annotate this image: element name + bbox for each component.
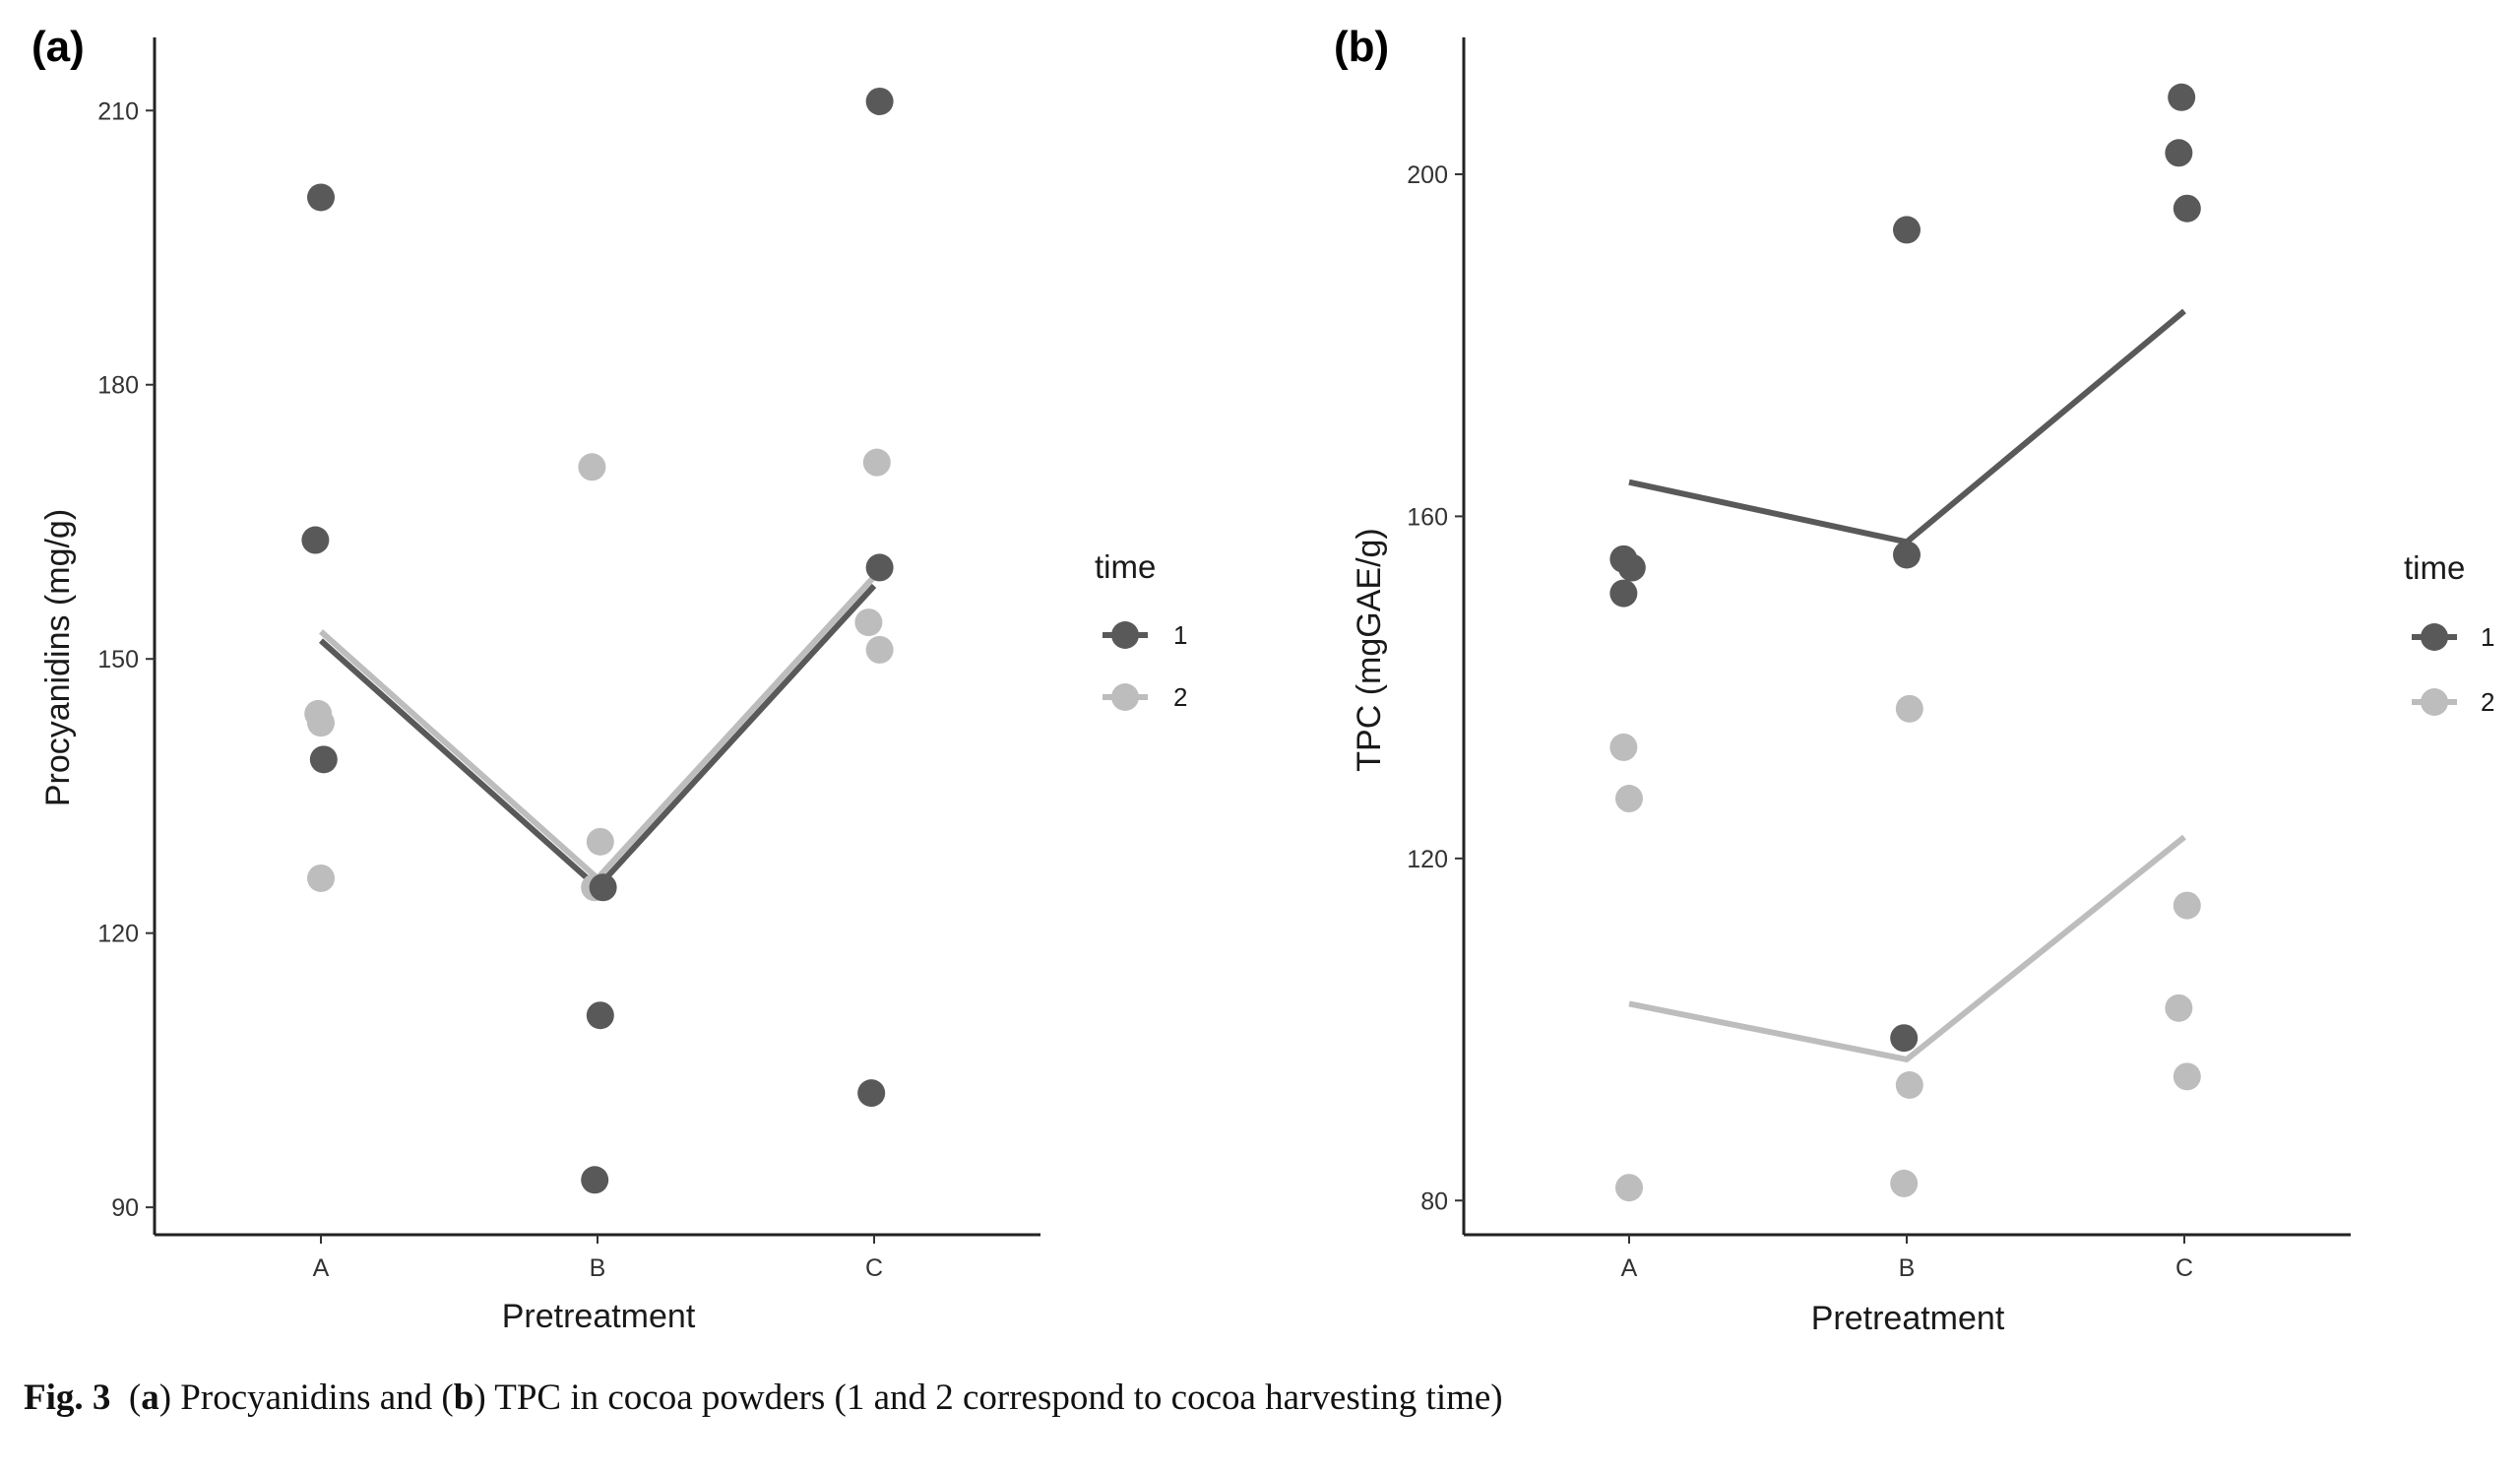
panel-b-point-time-2 — [1615, 1174, 1643, 1202]
panel-a-x-tick-label: C — [865, 1254, 883, 1282]
panel-a-y-axis-title: Procyanidins (mg/g) — [39, 509, 77, 806]
panel-b-legend-key-1-dot — [2421, 623, 2448, 651]
panel-b-points — [1609, 83, 2201, 1202]
panel-b-x-axis-title: Pretreatment — [1811, 1300, 2005, 1337]
panel-a-point-time-2 — [578, 453, 606, 481]
panel-b-mean-line-time-2 — [1628, 834, 2186, 1062]
panel-b-point-time-2 — [2173, 1062, 2201, 1091]
panel-a-point-time-1 — [589, 873, 617, 902]
panel-b-x-tick-label: B — [1899, 1254, 1916, 1282]
panel-b-point-time-2 — [1895, 694, 1923, 723]
panel-a-legend-key-1-dot — [1111, 621, 1139, 649]
panel-a-point-time-2 — [307, 864, 335, 892]
panel-a-y-tick-label: 180 — [97, 372, 139, 400]
panel-b-x-tick-label: A — [1621, 1254, 1638, 1282]
panel-a-point-time-1 — [857, 1079, 886, 1108]
panel-b-point-time-1 — [2165, 139, 2193, 167]
panel-b-y-tick-label: 80 — [1420, 1187, 1448, 1215]
panel-a-legend: time 1 2 — [1095, 548, 1187, 712]
panel-b: (b) TPC (mgGAE/g) Pretreatment 80 120 160 2… — [1334, 23, 2494, 1337]
panel-b-legend-key-2-dot — [2421, 688, 2448, 716]
panel-a-point-time-2 — [862, 448, 891, 477]
panel-a-axes: 90 120 150 180 210 A B C — [97, 37, 1040, 1282]
panel-b-point-time-1 — [1609, 579, 1638, 608]
panel-a-y-tick-label: 150 — [97, 646, 139, 673]
figure-caption: Fig. 3 (a) Procyanidins and (b) TPC in c… — [24, 1377, 2485, 1419]
panel-a-points — [301, 87, 894, 1194]
panel-a-x-tick-label: A — [313, 1254, 330, 1282]
panel-b-legend: time 1 2 — [2404, 549, 2494, 717]
panel-b-y-tick-label: 160 — [1407, 503, 1448, 531]
panel-a-point-time-1 — [586, 1001, 614, 1030]
panel-b-x-tick-label: C — [2175, 1254, 2193, 1282]
panel-a-legend-label-2: 2 — [1173, 682, 1187, 712]
caption-part-2: ) Procyanidins and ( — [158, 1378, 454, 1418]
panel-a-point-time-2 — [865, 635, 894, 664]
panel-b-point-time-2 — [2173, 891, 2201, 920]
panel-b-y-tick-label: 120 — [1407, 846, 1448, 873]
panel-a-point-time-1 — [865, 87, 894, 115]
panel-b-point-time-2 — [1609, 733, 1638, 761]
figure: (a) Procyanidins (mg/g) Pretreatment 90 1… — [32, 23, 2494, 1337]
panel-a-y-tick-label: 90 — [111, 1194, 139, 1222]
panel-a-point-time-1 — [307, 183, 335, 212]
panel-b-point-time-1 — [1890, 1024, 1919, 1053]
panel-a-legend-label-1: 1 — [1173, 620, 1187, 650]
panel-b-y-axis-title: TPC (mgGAE/g) — [1351, 528, 1388, 771]
panel-b-legend-label-1: 1 — [2481, 622, 2494, 652]
panel-a-y-tick-label: 120 — [97, 921, 139, 948]
panel-b-point-time-2 — [2165, 993, 2193, 1022]
panel-b-point-time-1 — [1893, 216, 1921, 244]
panel-b-legend-label-2: 2 — [2481, 687, 2494, 717]
panel-b-point-time-1 — [2173, 194, 2201, 223]
panel-b-y-tick-label: 200 — [1407, 161, 1448, 189]
panel-a-label: (a) — [32, 23, 85, 71]
panel-a-legend-key-2-dot — [1111, 683, 1139, 711]
panel-a-legend-title: time — [1095, 548, 1156, 585]
panel-a-point-time-1 — [301, 526, 330, 554]
caption-bold-b: b — [453, 1378, 474, 1418]
caption-part-1: ( — [128, 1378, 142, 1418]
panel-b-point-time-2 — [1895, 1071, 1923, 1099]
panel-a-x-axis-title: Pretreatment — [502, 1298, 696, 1335]
panel-a: (a) Procyanidins (mg/g) Pretreatment 90 1… — [32, 23, 1187, 1335]
panel-b-point-time-1 — [1617, 553, 1646, 582]
panel-b-point-time-1 — [2168, 83, 2196, 111]
panel-b-axes: 80 120 160 200 A B C — [1407, 37, 2351, 1282]
panel-b-legend-title: time — [2404, 549, 2465, 586]
panel-b-point-time-2 — [1615, 785, 1643, 813]
panel-a-x-tick-label: B — [590, 1254, 606, 1282]
caption-bold-a: a — [141, 1378, 159, 1418]
panel-a-point-time-2 — [854, 609, 883, 637]
panel-b-mean-line-time-1 — [1628, 308, 2186, 545]
panel-a-point-time-1 — [309, 745, 338, 774]
panel-b-point-time-1 — [1893, 541, 1921, 569]
panel-a-point-time-2 — [586, 827, 614, 856]
panel-a-y-tick-label: 210 — [97, 97, 139, 125]
panel-b-mean-lines — [1628, 308, 2186, 1062]
caption-fig-label: Fig. 3 — [24, 1378, 111, 1418]
panel-b-label: (b) — [1334, 23, 1389, 71]
panel-a-point-time-1 — [865, 553, 894, 582]
panel-b-point-time-2 — [1890, 1169, 1919, 1197]
caption-part-3: ) TPC in cocoa powders (1 and 2 correspo… — [473, 1378, 1503, 1418]
panel-a-point-time-2 — [307, 709, 335, 737]
panel-a-point-time-1 — [581, 1166, 609, 1194]
